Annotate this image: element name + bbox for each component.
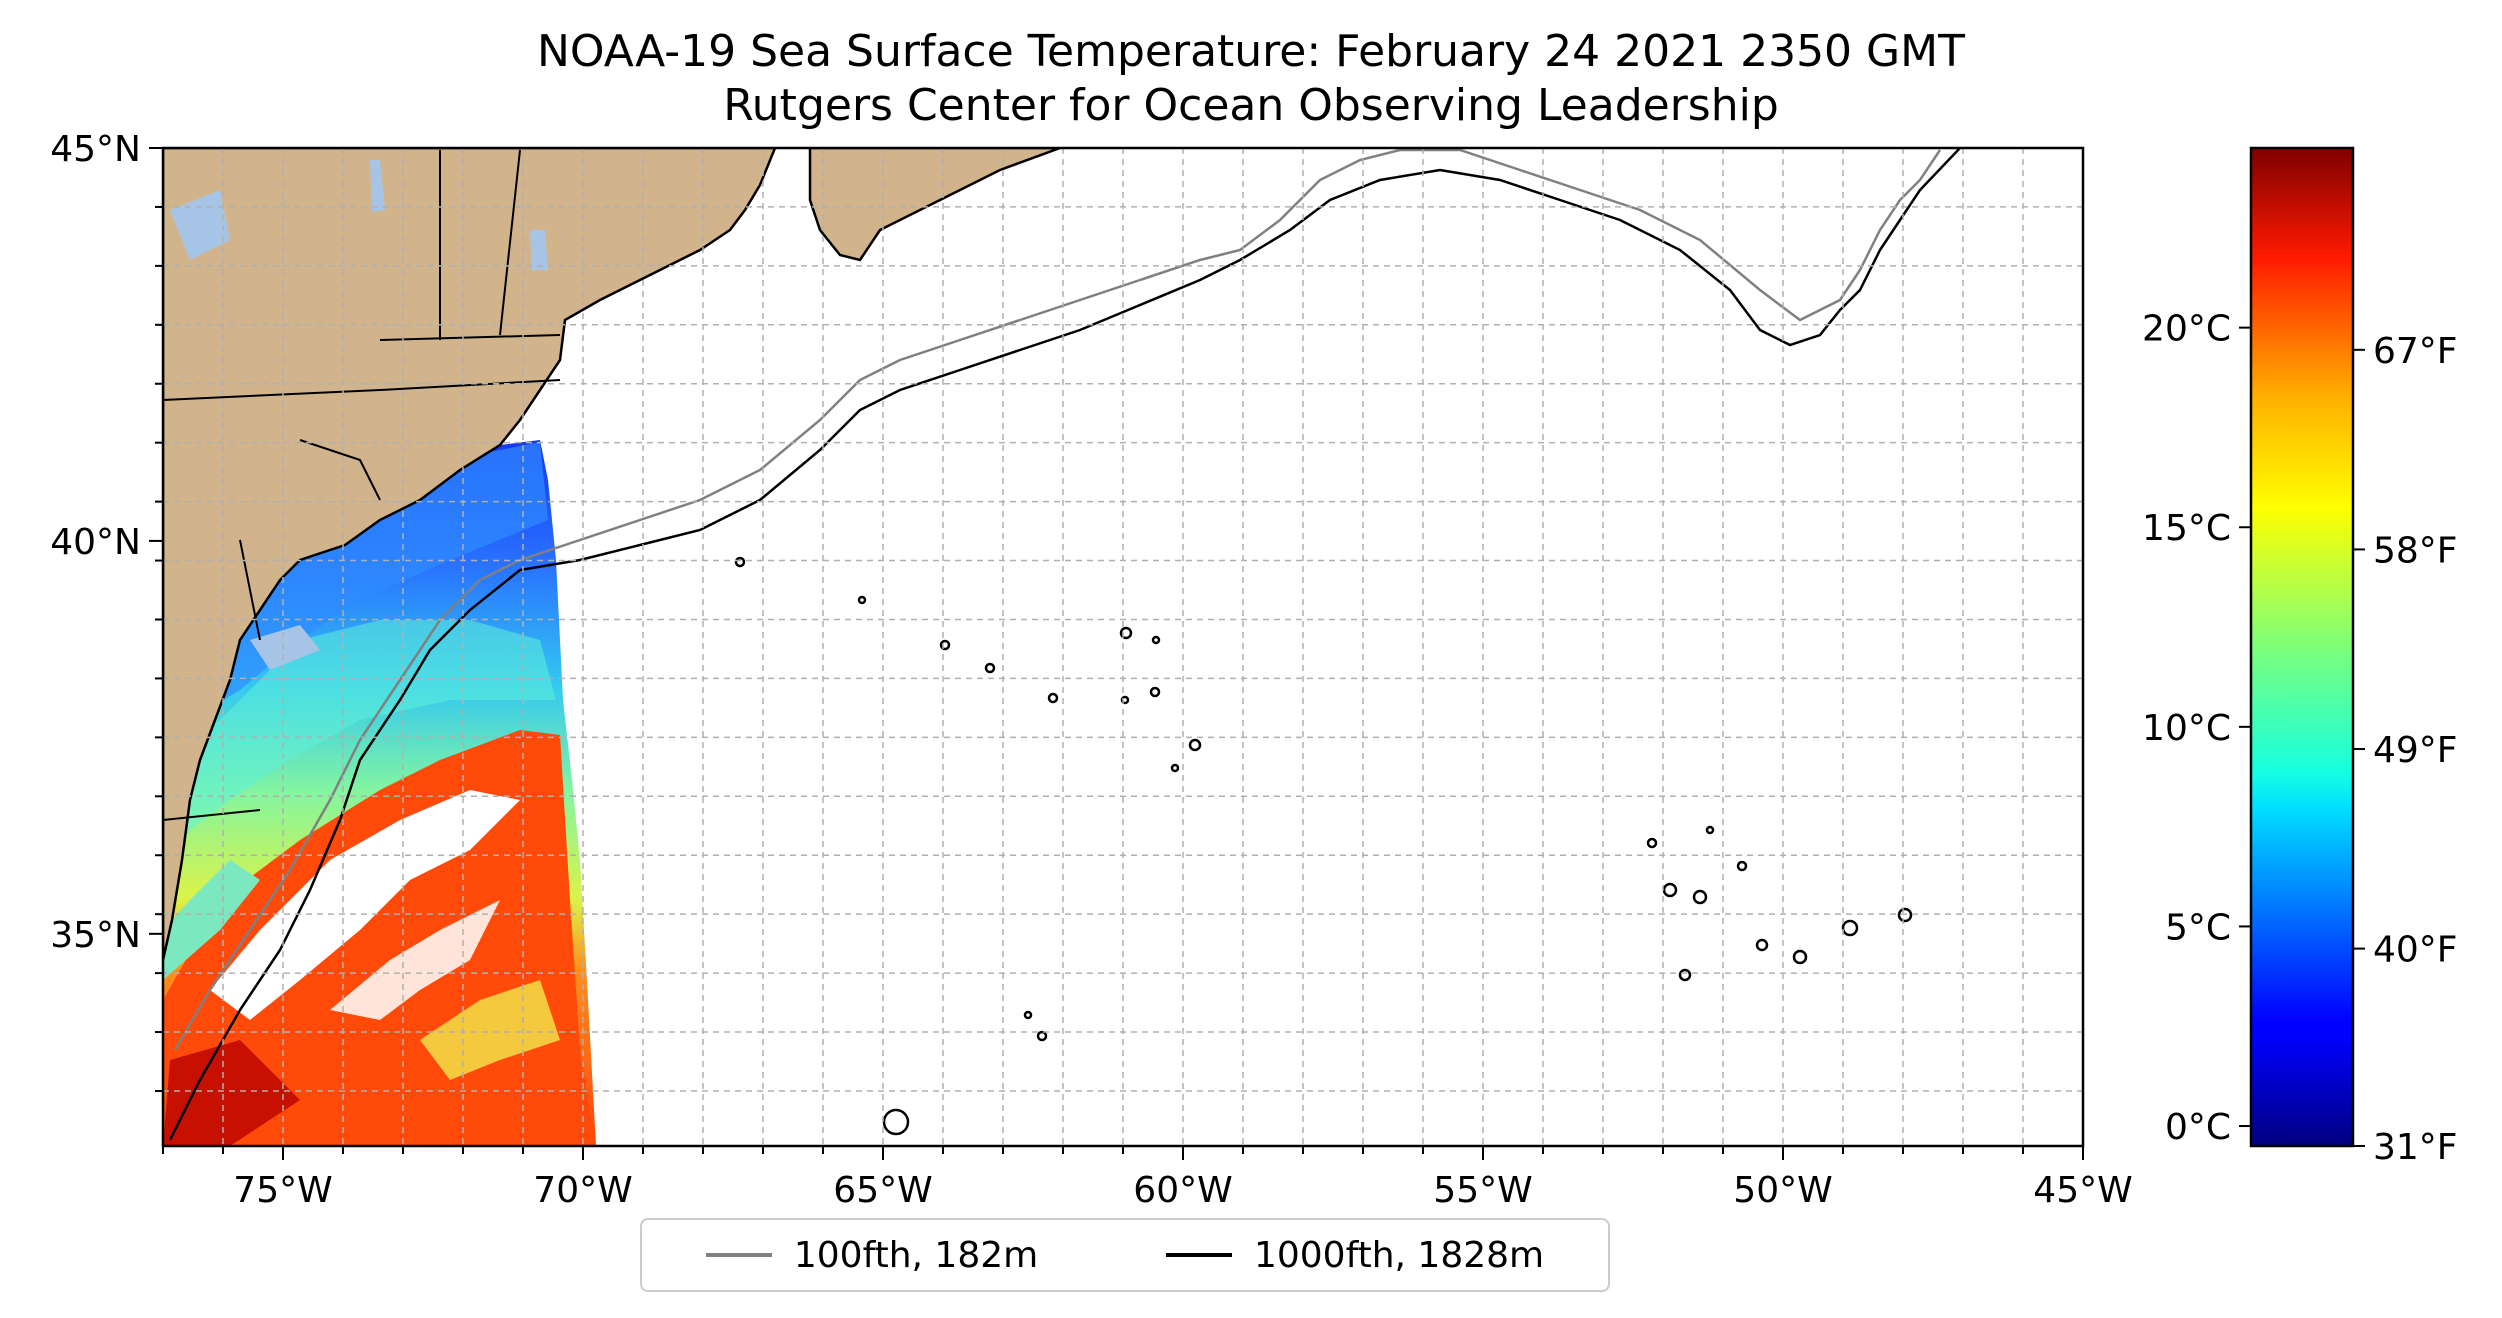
y-tick-label: 35°N <box>50 915 141 956</box>
colorbar-label-f: 67°F <box>2373 331 2458 372</box>
colorbar-label-c: 20°C <box>2142 309 2231 350</box>
colorbar-label-f: 49°F <box>2373 730 2458 771</box>
x-tick-label: 65°W <box>833 1170 932 1211</box>
x-tick-label: 55°W <box>1433 1170 1532 1211</box>
colorbar-label-c: 5°C <box>2165 907 2231 948</box>
land <box>163 148 1061 961</box>
colorbar-ticks: 0°C 5°C 10°C 15°C 20°C 31°F 40°F 49°F 58°F 67°F <box>2142 309 2457 1168</box>
x-tick-label: 70°W <box>533 1170 632 1211</box>
colorbar-label-c: 15°C <box>2142 508 2231 549</box>
x-tick-label: 75°W <box>233 1170 332 1211</box>
chart-title: NOAA-19 Sea Surface Temperature: Februar… <box>537 26 1965 77</box>
chart-subtitle: Rutgers Center for Ocean Observing Leade… <box>723 80 1779 131</box>
isobath-1000fth <box>168 148 1961 1141</box>
legend-swatch-1000fth <box>1165 1253 1232 1257</box>
y-tick-label: 45°N <box>50 129 141 170</box>
colorbar <box>2249 146 2355 1148</box>
state-borders <box>163 149 561 821</box>
legend-label-1000fth: 1000fth, 1828m <box>1253 1234 1545 1276</box>
colorbar-label-f: 31°F <box>2373 1127 2458 1168</box>
legend-entry-1000fth: 1000fth, 1828m <box>1165 1234 1545 1276</box>
colorbar-label-c: 0°C <box>2165 1107 2231 1148</box>
graticule <box>163 148 2083 1146</box>
legend-swatch-100fth <box>705 1253 772 1257</box>
seamounts <box>734 556 1913 1136</box>
colorbar-label-c: 10°C <box>2142 708 2231 749</box>
x-tick-label: 45°W <box>2033 1170 2132 1211</box>
colorbar-label-f: 40°F <box>2373 930 2458 971</box>
x-tick-label: 50°W <box>1733 1170 1832 1211</box>
x-tick-label: 60°W <box>1133 1170 1232 1211</box>
legend-entry-100fth: 100fth, 182m <box>705 1234 1039 1276</box>
map-axes: 75°W 70°W 65°W 60°W 55°W 50°W 45°W 35°N 40°N 45°N <box>50 129 2132 1211</box>
y-tick-label: 40°N <box>50 522 141 563</box>
legend-label-100fth: 100fth, 182m <box>793 1234 1039 1276</box>
isobath-100fth <box>173 148 1942 1051</box>
legend: 100fth, 182m 1000fth, 1828m <box>640 1218 1610 1292</box>
colorbar-label-f: 58°F <box>2373 530 2458 571</box>
